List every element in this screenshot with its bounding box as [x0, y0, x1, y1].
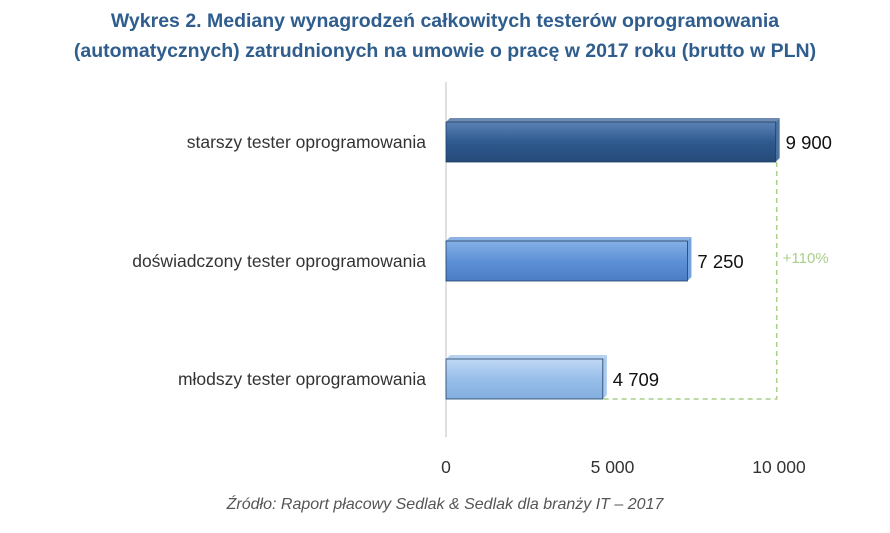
growth-bracket [602, 162, 778, 400]
bar-bevel-top [446, 118, 780, 122]
data-label: 9 900 [786, 132, 832, 153]
data-label: 7 250 [697, 251, 743, 272]
category-label: starszy tester oprogramowania [187, 132, 427, 152]
source-note: Źródło: Raport płacowy Sedlak & Sedlak d… [226, 496, 664, 513]
chart-title: Wykres 2. Mediany wynagrodzeń całkowityc… [0, 6, 890, 66]
category-label: doświadczony tester oprogramowania [132, 251, 426, 271]
x-tick-label: 0 [441, 457, 451, 477]
bar-bevel-top [446, 355, 607, 359]
bar [445, 358, 604, 400]
bar-bevel-side [775, 118, 780, 162]
category-label: młodszy tester oprogramowania [178, 369, 426, 389]
bar [445, 121, 777, 163]
data-label: 4 709 [613, 369, 659, 390]
x-tick-label: 10 000 [752, 457, 806, 477]
x-tick-label: 5 000 [591, 457, 635, 477]
chart-title-line-2: (automatycznych) zatrudnionych na umowie… [73, 40, 817, 62]
bar-bevel-top [446, 237, 692, 241]
bar [445, 240, 688, 282]
bar-bevel-side [687, 237, 692, 281]
chart-title-line-1: Wykres 2. Mediany wynagrodzeń całkowityc… [110, 10, 780, 32]
bar-bevel-side [602, 355, 607, 399]
growth-annotation: +110% [783, 250, 829, 267]
